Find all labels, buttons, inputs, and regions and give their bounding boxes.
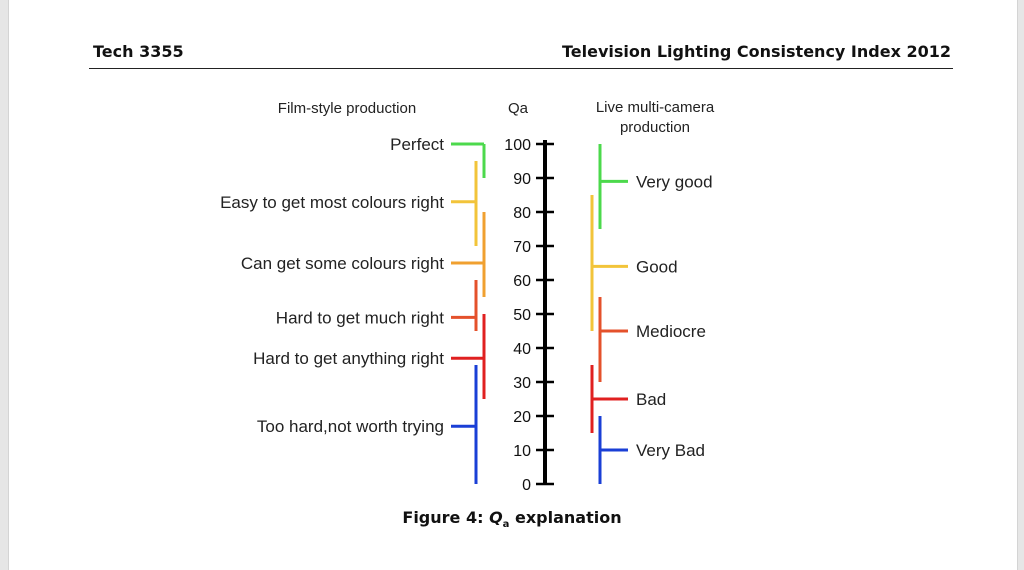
qa-axis-heading: Qa	[508, 100, 529, 117]
axis-tick-label: 100	[504, 137, 531, 154]
live-multicamera-bands: Very good Good Mediocre Bad Very Bad	[590, 144, 713, 484]
figure-caption: Figure 4: Qa explanation	[0, 508, 1024, 530]
axis-tick-label: 70	[513, 239, 531, 256]
caption-subscript: a	[502, 519, 510, 531]
document-id: Tech 3355	[93, 42, 184, 61]
document-title: Television Lighting Consistency Index 20…	[561, 42, 951, 61]
axis-tick-label: 30	[513, 375, 531, 392]
axis-tick-label: 20	[513, 409, 531, 426]
live-band-label: Very good	[636, 172, 713, 191]
caption-suffix: explanation	[509, 508, 622, 527]
film-band-label: Easy to get most colours right	[220, 193, 444, 212]
axis-tick-label: 60	[513, 273, 531, 290]
live-band-label: Very Bad	[636, 441, 705, 460]
axis-tick-label: 50	[513, 307, 531, 324]
film-band-label: Hard to get anything right	[253, 349, 444, 368]
document-page: Tech 3355 Television Lighting Consistenc…	[8, 0, 1018, 570]
film-band-label: Perfect	[390, 135, 444, 154]
qa-axis: 0 10 20 30 40 50 60 70 80 90 100	[504, 137, 554, 494]
film-style-heading: Film-style production	[278, 100, 416, 117]
axis-tick-label: 80	[513, 205, 531, 222]
live-band-label: Mediocre	[636, 322, 706, 341]
caption-prefix: Figure 4:	[402, 508, 490, 527]
live-heading-line2: production	[620, 119, 690, 136]
caption-symbol: Q	[489, 508, 503, 527]
live-band-label: Bad	[636, 390, 666, 409]
axis-tick-label: 0	[522, 477, 531, 494]
live-heading-line1: Live multi-camera	[596, 99, 715, 116]
page-header: Tech 3355 Television Lighting Consistenc…	[89, 38, 953, 69]
axis-tick-label: 10	[513, 443, 531, 460]
film-band-label: Too hard,not worth trying	[257, 417, 444, 436]
axis-tick-label: 90	[513, 171, 531, 188]
live-band-label: Good	[636, 257, 678, 276]
film-style-bands: Perfect Easy to get most colours right Can…	[220, 135, 486, 484]
axis-tick-label: 40	[513, 341, 531, 358]
film-band-label: Can get some colours right	[241, 254, 444, 273]
film-band-label: Hard to get much right	[276, 308, 444, 327]
